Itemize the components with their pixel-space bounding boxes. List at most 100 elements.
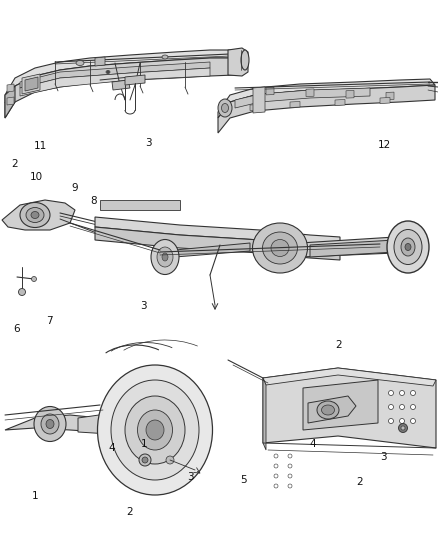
- Polygon shape: [95, 57, 105, 66]
- Ellipse shape: [389, 418, 393, 424]
- Ellipse shape: [405, 244, 411, 251]
- Ellipse shape: [142, 457, 148, 463]
- Ellipse shape: [46, 419, 54, 429]
- Text: 2: 2: [126, 507, 133, 516]
- Text: 3: 3: [380, 453, 387, 462]
- Polygon shape: [5, 58, 235, 118]
- Polygon shape: [386, 92, 394, 100]
- Ellipse shape: [138, 410, 173, 450]
- Polygon shape: [95, 217, 340, 247]
- Ellipse shape: [410, 418, 416, 424]
- Ellipse shape: [271, 239, 289, 256]
- Polygon shape: [78, 412, 125, 435]
- Text: 9: 9: [71, 183, 78, 192]
- Ellipse shape: [162, 55, 168, 59]
- Polygon shape: [380, 98, 390, 103]
- Ellipse shape: [288, 464, 292, 468]
- Ellipse shape: [394, 230, 422, 264]
- Polygon shape: [25, 77, 38, 91]
- Polygon shape: [300, 237, 400, 257]
- Text: 2: 2: [356, 478, 363, 487]
- Text: 2: 2: [335, 341, 342, 350]
- Text: 8: 8: [90, 197, 97, 206]
- Polygon shape: [263, 368, 436, 386]
- Ellipse shape: [146, 420, 164, 440]
- Polygon shape: [263, 368, 436, 448]
- Text: 10: 10: [29, 172, 42, 182]
- Ellipse shape: [222, 103, 229, 112]
- Text: 4: 4: [310, 439, 317, 449]
- Ellipse shape: [274, 484, 278, 488]
- Polygon shape: [235, 88, 370, 108]
- Ellipse shape: [98, 365, 212, 495]
- Ellipse shape: [389, 391, 393, 395]
- Ellipse shape: [288, 454, 292, 458]
- Ellipse shape: [410, 405, 416, 409]
- Ellipse shape: [151, 239, 179, 274]
- Ellipse shape: [274, 464, 278, 468]
- Ellipse shape: [262, 232, 297, 264]
- Text: 6: 6: [13, 325, 20, 334]
- Polygon shape: [5, 415, 105, 432]
- Ellipse shape: [387, 221, 429, 273]
- Ellipse shape: [321, 405, 335, 415]
- Ellipse shape: [401, 426, 405, 430]
- Polygon shape: [290, 101, 300, 108]
- Ellipse shape: [107, 71, 109, 72]
- Polygon shape: [5, 86, 15, 118]
- Text: 7: 7: [46, 317, 53, 326]
- Ellipse shape: [166, 456, 174, 464]
- Ellipse shape: [111, 380, 199, 480]
- Text: 3: 3: [145, 138, 152, 148]
- Ellipse shape: [317, 401, 339, 419]
- Text: 1: 1: [141, 439, 148, 449]
- Text: 4: 4: [108, 443, 115, 453]
- Ellipse shape: [399, 405, 405, 409]
- Ellipse shape: [31, 212, 39, 219]
- Text: 1: 1: [32, 491, 39, 500]
- Ellipse shape: [106, 70, 110, 74]
- Ellipse shape: [32, 277, 36, 281]
- Polygon shape: [335, 100, 345, 106]
- Ellipse shape: [34, 407, 66, 441]
- Polygon shape: [5, 50, 235, 103]
- Ellipse shape: [125, 396, 185, 464]
- Ellipse shape: [241, 50, 249, 70]
- Text: 11: 11: [34, 141, 47, 151]
- Polygon shape: [263, 378, 266, 450]
- Polygon shape: [20, 62, 210, 88]
- Polygon shape: [20, 68, 210, 96]
- Polygon shape: [306, 89, 314, 96]
- Polygon shape: [253, 87, 265, 113]
- Ellipse shape: [399, 418, 405, 424]
- Text: 3: 3: [187, 472, 194, 482]
- Polygon shape: [7, 97, 14, 105]
- Ellipse shape: [41, 414, 59, 434]
- Polygon shape: [218, 85, 435, 133]
- Polygon shape: [218, 79, 435, 118]
- Polygon shape: [266, 87, 274, 95]
- Ellipse shape: [288, 474, 292, 478]
- Ellipse shape: [274, 474, 278, 478]
- Polygon shape: [310, 240, 395, 257]
- Polygon shape: [22, 74, 40, 94]
- Polygon shape: [303, 380, 378, 430]
- Ellipse shape: [20, 203, 50, 228]
- Ellipse shape: [401, 238, 415, 256]
- Ellipse shape: [252, 223, 307, 273]
- Ellipse shape: [288, 484, 292, 488]
- Ellipse shape: [18, 288, 25, 295]
- Polygon shape: [228, 48, 248, 76]
- Ellipse shape: [139, 454, 151, 466]
- Ellipse shape: [389, 405, 393, 409]
- Ellipse shape: [410, 391, 416, 395]
- Ellipse shape: [76, 61, 84, 66]
- Polygon shape: [125, 75, 145, 85]
- Polygon shape: [7, 84, 14, 92]
- Polygon shape: [175, 243, 250, 257]
- Text: 3: 3: [140, 302, 147, 311]
- Polygon shape: [95, 227, 340, 260]
- Polygon shape: [2, 200, 75, 230]
- Ellipse shape: [26, 207, 44, 222]
- Text: 12: 12: [378, 140, 391, 150]
